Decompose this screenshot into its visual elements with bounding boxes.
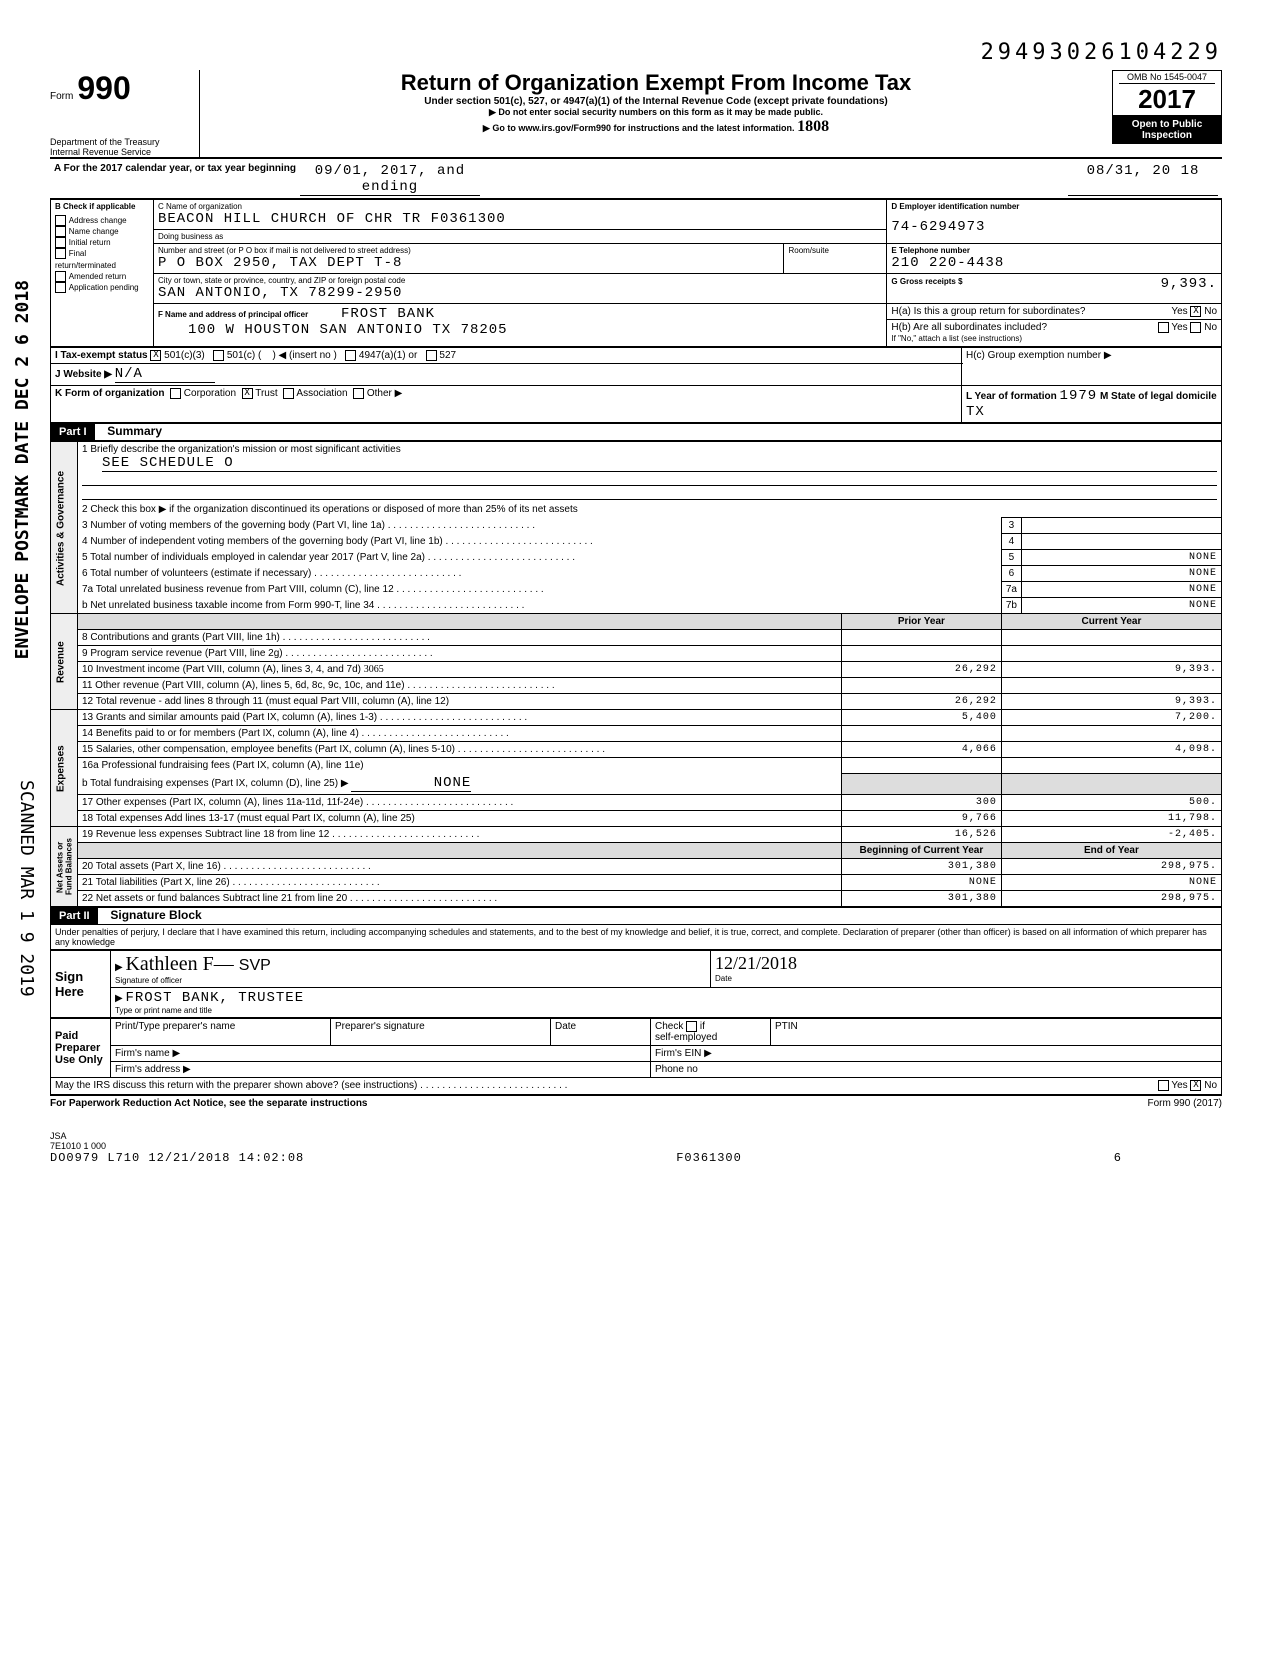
form-subtitle: Under section 501(c), 527, or 4947(a)(1)… (210, 96, 1102, 107)
jsa-footer: JSA 7E1010 1 000 DO0979 L710 12/21/2018 … (50, 1131, 1222, 1165)
part-ii-header: Part II Signature Block (50, 907, 1222, 925)
dept-line2: Internal Revenue Service (50, 147, 193, 157)
gross-receipts: 9,393. (1161, 276, 1217, 292)
footer-row: For Paperwork Reduction Act Notice, see … (50, 1095, 1222, 1111)
postmark-stamp: ENVELOPE POSTMARK DATE DEC 2 6 2018 (12, 280, 33, 659)
form-number: Form990 (50, 70, 193, 107)
warn-web: ▶ Go to www.irs.gov/Form990 for instruct… (210, 118, 1102, 136)
officer-name: FROST BANK, TRUSTEE (125, 990, 304, 1006)
header-block: B Check if applicable Address change Nam… (50, 199, 1222, 347)
part-i-header: Part I Summary (50, 423, 1222, 441)
city: SAN ANTONIO, TX 78299-2950 (158, 285, 882, 301)
summary-table: Activities & Governance 1 Briefly descri… (50, 441, 1222, 907)
org-name: BEACON HILL CHURCH OF CHR TR F0361300 (158, 211, 882, 227)
omb-number: OMB No 1545-0047 (1119, 71, 1215, 84)
perjury-text: Under penalties of perjury, I declare th… (50, 925, 1222, 950)
doc-control-number: 29493026104229 (50, 40, 1222, 65)
dept-line1: Department of the Treasury (50, 137, 193, 147)
open-to-public: Open to PublicInspection (1112, 116, 1222, 144)
tax-year: 2017 (1119, 84, 1215, 115)
signature-block: Sign Here ▶ Kathleen F— SVP Signature of… (50, 950, 1222, 1018)
warn-ssn: ▶ Do not enter social security numbers o… (210, 107, 1102, 118)
form-title: Return of Organization Exempt From Incom… (210, 70, 1102, 96)
officer-addr: 100 W HOUSTON SAN ANTONIO TX 78205 (188, 322, 882, 338)
website: N/A (115, 366, 215, 383)
street: P O BOX 2950, TAX DEPT T-8 (158, 255, 780, 271)
lines-ijk: I Tax-exempt status X 501(c)(3) 501(c) (… (50, 347, 1222, 423)
paid-preparer: Paid Preparer Use Only Print/Type prepar… (50, 1018, 1222, 1078)
line-a: A For the 2017 calendar year, or tax yea… (50, 161, 1222, 199)
irs-discuss: May the IRS discuss this return with the… (50, 1078, 1222, 1094)
ein: 74-6294973 (891, 219, 1217, 235)
scanned-stamp: SCANNED MAR 1 9 2019 (16, 780, 37, 997)
phone: 210 220-4438 (891, 255, 1217, 271)
